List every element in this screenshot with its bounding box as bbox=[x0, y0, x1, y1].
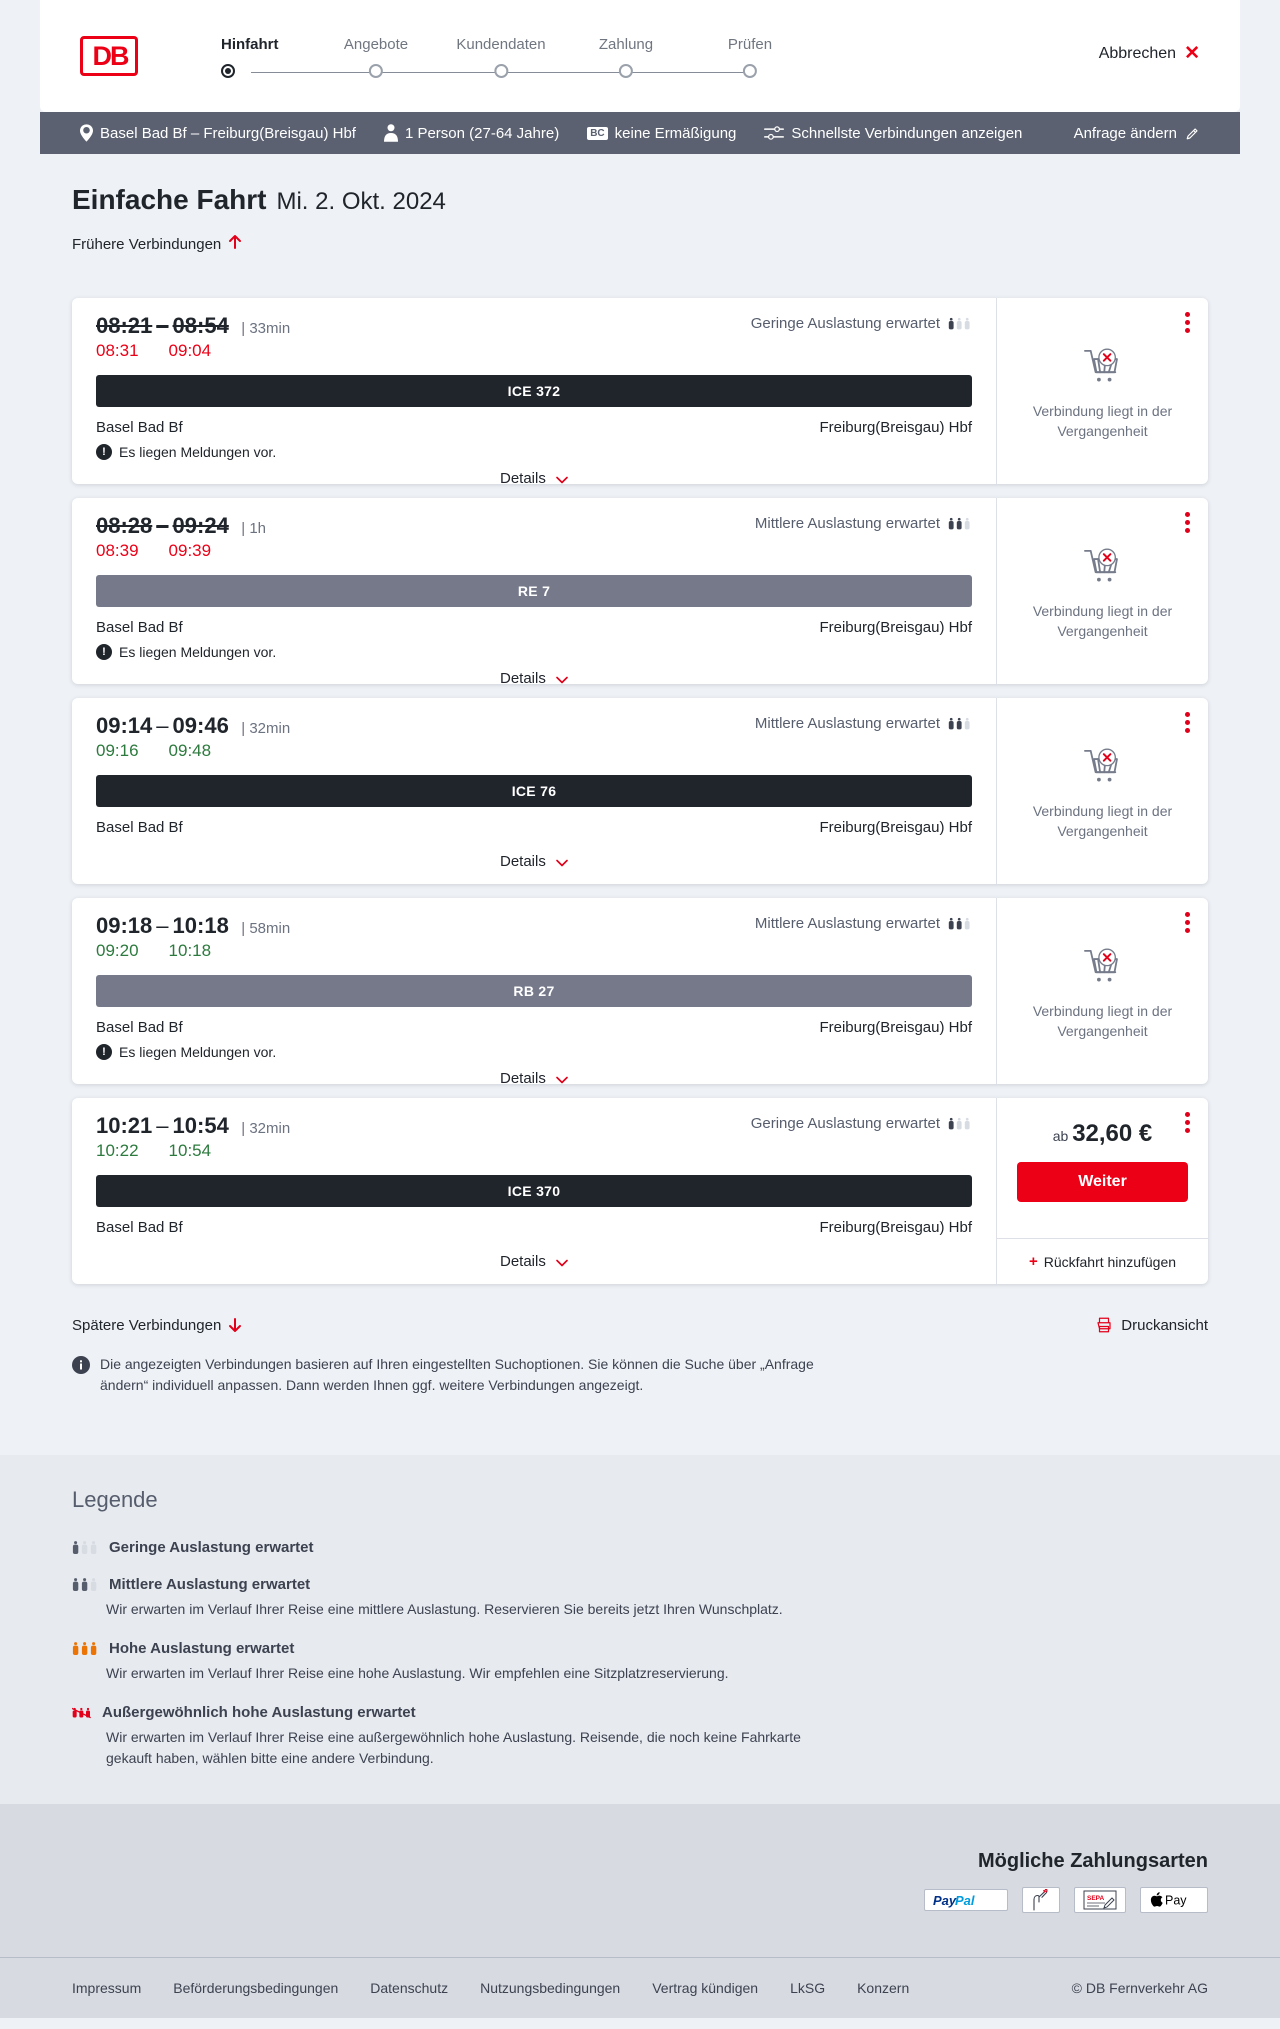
svg-text:Pal: Pal bbox=[955, 1893, 975, 1908]
svg-text:Pay: Pay bbox=[933, 1893, 957, 1908]
svg-text:Pay: Pay bbox=[1165, 1894, 1187, 1908]
svg-text:SEPA: SEPA bbox=[1087, 1895, 1105, 1902]
